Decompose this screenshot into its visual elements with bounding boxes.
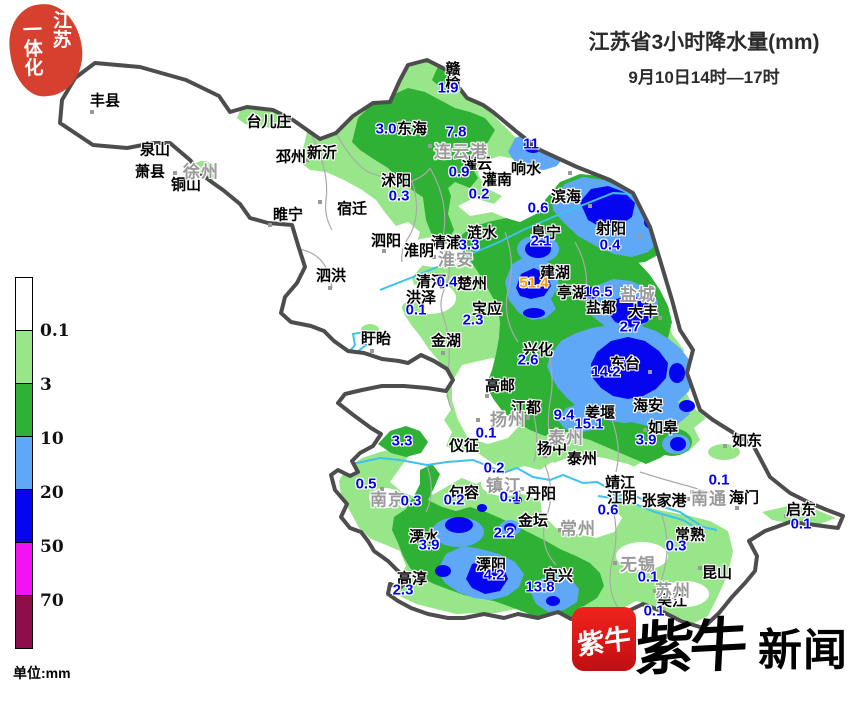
city-dot bbox=[613, 561, 617, 565]
city-dot bbox=[305, 158, 309, 162]
city-dot bbox=[485, 394, 489, 398]
legend-tick-label: 10 bbox=[40, 429, 64, 449]
city-dot bbox=[735, 506, 739, 510]
city-dot bbox=[441, 351, 445, 355]
legend-color-band bbox=[15, 542, 33, 596]
city-dot bbox=[506, 181, 510, 185]
legend-tick-label: 0.1 bbox=[40, 321, 70, 341]
seal-text-right: 江苏 bbox=[49, 10, 72, 49]
city-dot bbox=[428, 144, 432, 148]
legend-color-band bbox=[15, 489, 33, 543]
ziniu-news-app-icon: 紫牛 bbox=[572, 607, 636, 671]
city-dot bbox=[526, 416, 530, 420]
map-title: 江苏省3小时降水量(mm) bbox=[588, 31, 820, 54]
city-dot bbox=[380, 487, 384, 491]
city-dot bbox=[690, 490, 694, 494]
city-dot bbox=[723, 444, 727, 448]
city-dot bbox=[382, 249, 386, 253]
city-dot bbox=[328, 286, 332, 290]
city-dot bbox=[173, 171, 177, 175]
ziniu-calligraphy-text: 紫牛 bbox=[634, 612, 746, 683]
legend-tick-label: 70 bbox=[40, 591, 64, 611]
city-dots bbox=[90, 110, 788, 593]
city-dot bbox=[551, 436, 555, 440]
precipitation-patches bbox=[190, 60, 836, 626]
city-dot bbox=[318, 200, 322, 204]
city-dot bbox=[646, 299, 650, 303]
city-dot bbox=[370, 349, 374, 353]
city-dot bbox=[653, 589, 657, 593]
map-subtitle: 9月10日14时—17时 bbox=[628, 68, 780, 87]
map-title-block: 江苏省3小时降水量(mm) 9月10日14时—17时 bbox=[558, 26, 849, 88]
legend-color-band bbox=[15, 595, 33, 649]
city-dot bbox=[432, 255, 436, 259]
city-dot bbox=[90, 110, 94, 114]
city-dot bbox=[558, 528, 562, 532]
city-dot bbox=[698, 566, 702, 570]
city-dot bbox=[658, 316, 662, 320]
city-dot bbox=[588, 204, 592, 208]
legend-color-band bbox=[15, 330, 33, 384]
ziniu-icon-text: 紫牛 bbox=[576, 622, 632, 661]
city-dot bbox=[268, 223, 272, 227]
precipitation-legend bbox=[15, 277, 33, 649]
legend-color-band bbox=[15, 436, 33, 490]
legend-color-band bbox=[15, 277, 33, 331]
city-dot bbox=[643, 428, 647, 432]
ziniu-news-text: 新闻 bbox=[758, 626, 848, 675]
legend-unit-label: 单位:mm bbox=[13, 665, 71, 681]
legend-color-band bbox=[15, 383, 33, 437]
legend-tick-label: 3 bbox=[40, 375, 52, 395]
city-dot bbox=[638, 234, 642, 238]
city-dot bbox=[784, 514, 788, 518]
city-dot bbox=[648, 370, 652, 374]
city-dot bbox=[568, 171, 572, 175]
city-dot bbox=[520, 487, 524, 491]
legend-tick-label: 20 bbox=[40, 483, 64, 503]
province-border bbox=[58, 58, 845, 630]
legend-tick-label: 50 bbox=[40, 537, 64, 557]
city-dot bbox=[686, 497, 690, 501]
city-dot bbox=[543, 454, 547, 458]
seal-text-left: 一体化 bbox=[19, 19, 43, 77]
city-dot bbox=[476, 418, 480, 422]
